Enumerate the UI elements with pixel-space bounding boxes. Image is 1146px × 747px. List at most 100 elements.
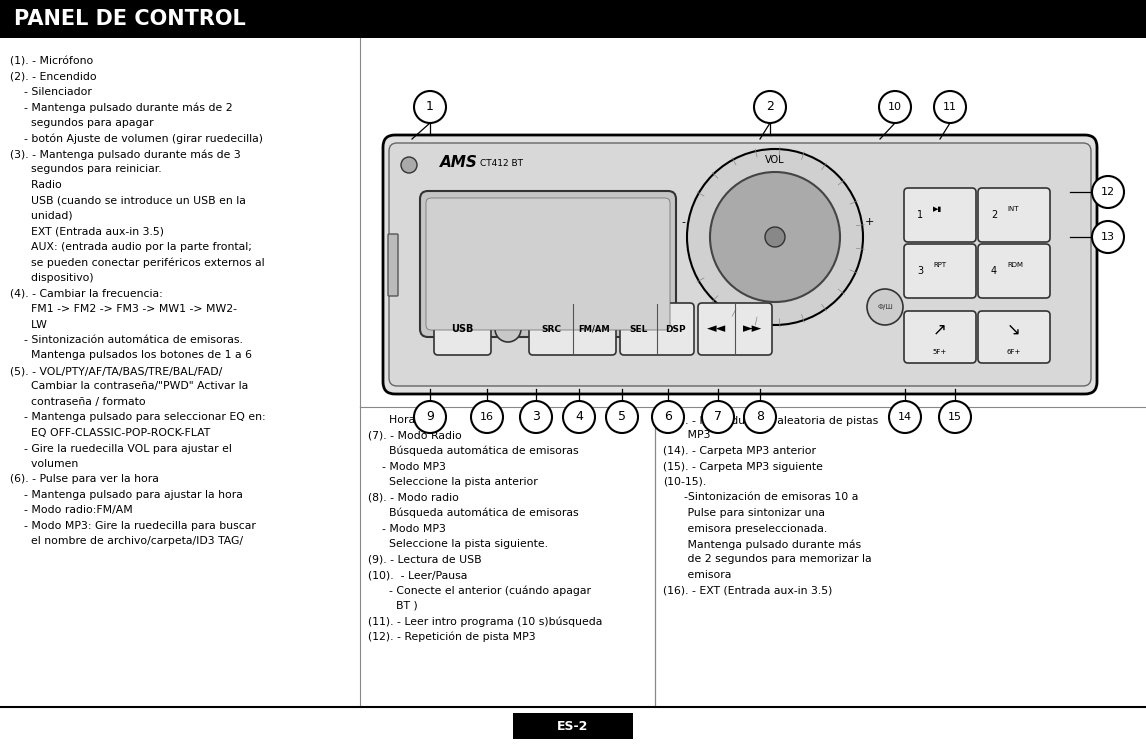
- Text: (13). - Reproducción aleatoria de pistas: (13). - Reproducción aleatoria de pistas: [664, 415, 878, 426]
- FancyBboxPatch shape: [978, 244, 1050, 298]
- Text: 13: 13: [1101, 232, 1115, 242]
- Text: EQ OFF-CLASSIC-POP-ROCK-FLAT: EQ OFF-CLASSIC-POP-ROCK-FLAT: [10, 428, 210, 438]
- Circle shape: [889, 401, 921, 433]
- Text: - Modo MP3: Gire la ruedecilla para buscar: - Modo MP3: Gire la ruedecilla para busc…: [10, 521, 256, 531]
- Text: Mantenga pulsados los botones de 1 a 6: Mantenga pulsados los botones de 1 a 6: [10, 350, 252, 361]
- Text: CT412 BT: CT412 BT: [480, 159, 523, 168]
- Circle shape: [766, 227, 785, 247]
- Text: -: -: [681, 217, 685, 227]
- Text: 4: 4: [575, 411, 583, 424]
- Text: segundos para reiniciar.: segundos para reiniciar.: [10, 164, 162, 175]
- FancyBboxPatch shape: [383, 135, 1097, 394]
- Circle shape: [711, 172, 840, 302]
- Text: 15: 15: [948, 412, 961, 422]
- Text: EXT (Entrada aux-in 3.5): EXT (Entrada aux-in 3.5): [10, 226, 164, 237]
- Text: VOL: VOL: [766, 155, 785, 165]
- Bar: [513, 713, 633, 739]
- Text: contraseña / formato: contraseña / formato: [10, 397, 146, 407]
- Text: 9: 9: [426, 411, 434, 424]
- Text: 7: 7: [714, 411, 722, 424]
- FancyBboxPatch shape: [698, 303, 772, 355]
- Circle shape: [401, 157, 417, 173]
- Text: (3). - Mantenga pulsado durante más de 3: (3). - Mantenga pulsado durante más de 3: [10, 149, 241, 160]
- Text: 11: 11: [943, 102, 957, 112]
- Text: Hora: Hora: [368, 415, 415, 425]
- FancyBboxPatch shape: [904, 188, 976, 242]
- Text: USB: USB: [452, 324, 473, 334]
- Text: 10: 10: [888, 102, 902, 112]
- Circle shape: [744, 401, 776, 433]
- Text: -Sintonización de emisoras 10 a: -Sintonización de emisoras 10 a: [664, 492, 858, 503]
- Text: - Modo MP3: - Modo MP3: [368, 524, 446, 533]
- Text: (7). - Modo Radio: (7). - Modo Radio: [368, 430, 462, 441]
- Text: 6: 6: [664, 411, 672, 424]
- Circle shape: [879, 91, 911, 123]
- Text: (10-15).: (10-15).: [664, 477, 706, 487]
- Text: Radio: Radio: [10, 180, 62, 190]
- Text: 16: 16: [480, 412, 494, 422]
- Text: unidad): unidad): [10, 211, 72, 221]
- Circle shape: [414, 401, 446, 433]
- Text: de 2 segundos para memorizar la: de 2 segundos para memorizar la: [664, 554, 872, 565]
- Text: - Mantenga pulsado para seleccionar EQ en:: - Mantenga pulsado para seleccionar EQ e…: [10, 412, 266, 423]
- Text: AUX: (entrada audio por la parte frontal;: AUX: (entrada audio por la parte frontal…: [10, 242, 252, 252]
- Text: USB (cuando se introduce un USB en la: USB (cuando se introduce un USB en la: [10, 196, 246, 205]
- FancyBboxPatch shape: [904, 311, 976, 363]
- FancyBboxPatch shape: [978, 188, 1050, 242]
- FancyBboxPatch shape: [904, 244, 976, 298]
- Text: (10).  - Leer/Pausa: (10). - Leer/Pausa: [368, 570, 468, 580]
- Text: LW: LW: [10, 320, 47, 329]
- Text: dispositivo): dispositivo): [10, 273, 94, 283]
- Text: 5F+: 5F+: [933, 349, 947, 355]
- FancyBboxPatch shape: [529, 303, 617, 355]
- Text: (14). - Carpeta MP3 anterior: (14). - Carpeta MP3 anterior: [664, 446, 816, 456]
- Text: Ф/Ш: Ф/Ш: [877, 304, 893, 310]
- Text: DSP: DSP: [665, 324, 685, 333]
- Text: - Gire la ruedecilla VOL para ajustar el: - Gire la ruedecilla VOL para ajustar el: [10, 444, 231, 453]
- Text: 8: 8: [756, 411, 764, 424]
- Text: Seleccione la pista siguiente.: Seleccione la pista siguiente.: [368, 539, 548, 549]
- Text: Pulse para sintonizar una: Pulse para sintonizar una: [664, 508, 825, 518]
- Text: se pueden conectar periféricos externos al: se pueden conectar periféricos externos …: [10, 258, 265, 268]
- Text: 1: 1: [917, 210, 924, 220]
- Text: INT: INT: [1007, 206, 1019, 212]
- Text: FM1 -> FM2 -> FM3 -> MW1 -> MW2-: FM1 -> FM2 -> FM3 -> MW1 -> MW2-: [10, 304, 237, 314]
- Text: 4: 4: [991, 266, 997, 276]
- Circle shape: [563, 401, 595, 433]
- Text: (9). - Lectura de USB: (9). - Lectura de USB: [368, 554, 481, 565]
- Text: PANEL DE CONTROL: PANEL DE CONTROL: [14, 9, 245, 29]
- Text: - Sintonización automática de emisoras.: - Sintonización automática de emisoras.: [10, 335, 243, 345]
- Text: 2: 2: [766, 101, 774, 114]
- Text: (8). - Modo radio: (8). - Modo radio: [368, 492, 458, 503]
- Circle shape: [934, 91, 966, 123]
- Text: ◄◄: ◄◄: [707, 323, 727, 335]
- Circle shape: [471, 401, 503, 433]
- Text: AMS: AMS: [440, 155, 478, 170]
- Text: ES-2: ES-2: [557, 719, 589, 733]
- Text: FM/AM: FM/AM: [578, 324, 610, 333]
- FancyBboxPatch shape: [978, 311, 1050, 363]
- Text: 3: 3: [532, 411, 540, 424]
- Text: RDM: RDM: [1007, 262, 1023, 268]
- Text: - Modo radio:FM/AM: - Modo radio:FM/AM: [10, 506, 133, 515]
- Text: emisora: emisora: [664, 570, 731, 580]
- Text: ►►: ►►: [744, 323, 762, 335]
- FancyBboxPatch shape: [620, 303, 694, 355]
- Text: MP3: MP3: [664, 430, 711, 441]
- Text: el nombre de archivo/carpeta/ID3 TAG/: el nombre de archivo/carpeta/ID3 TAG/: [10, 536, 243, 547]
- Circle shape: [702, 401, 733, 433]
- Text: (12). - Repetición de pista MP3: (12). - Repetición de pista MP3: [368, 632, 535, 642]
- Circle shape: [754, 91, 786, 123]
- Circle shape: [939, 401, 971, 433]
- Text: (11). - Leer intro programa (10 s)búsqueda: (11). - Leer intro programa (10 s)búsque…: [368, 616, 603, 627]
- Text: +: +: [865, 217, 874, 227]
- Text: (2). - Encendido: (2). - Encendido: [10, 72, 96, 81]
- Text: Búsqueda automática de emisoras: Búsqueda automática de emisoras: [368, 508, 579, 518]
- Circle shape: [1092, 176, 1124, 208]
- Circle shape: [652, 401, 684, 433]
- Circle shape: [606, 401, 638, 433]
- Text: 12: 12: [1101, 187, 1115, 197]
- Text: - botón Ajuste de volumen (girar ruedecilla): - botón Ajuste de volumen (girar ruedeci…: [10, 134, 262, 144]
- FancyBboxPatch shape: [388, 234, 398, 296]
- Text: volumen: volumen: [10, 459, 78, 469]
